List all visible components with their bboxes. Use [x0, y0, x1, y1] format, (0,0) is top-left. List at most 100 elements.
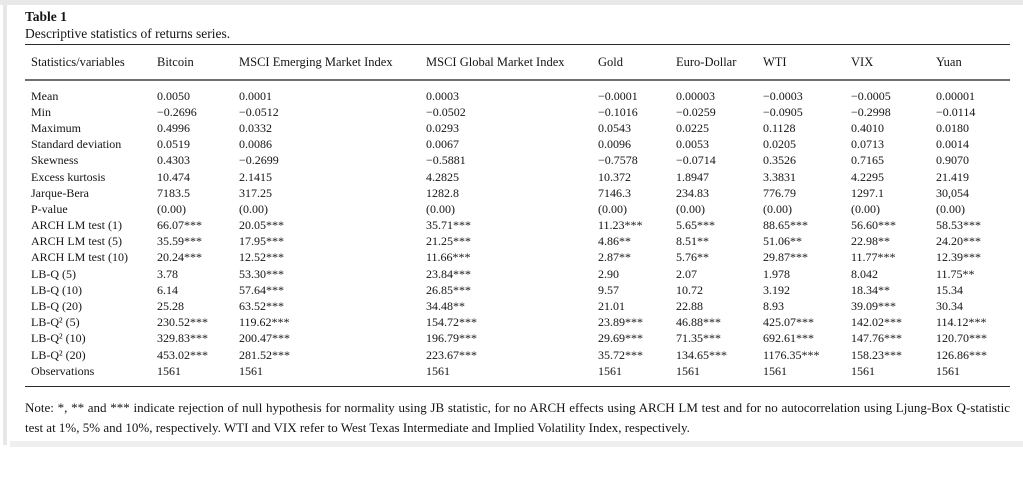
table-cell: 11.66***: [426, 250, 471, 265]
table-cell: 0.0096: [598, 137, 631, 152]
table-header-row: Statistics/variables Bitcoin MSCI Emergi…: [25, 44, 1010, 81]
table-cell: 20.24***: [157, 250, 202, 265]
table-cell: −0.2699: [239, 153, 279, 168]
table-cell: (0.00): [676, 201, 705, 216]
row-label: P-value: [31, 201, 68, 216]
table-cell: 281.52***: [239, 347, 290, 362]
table-cell: 1561: [763, 363, 851, 388]
table-cell: 317.25: [239, 185, 272, 200]
table-cell: 29.87***: [763, 250, 808, 265]
table-cell: 51.06**: [763, 234, 802, 249]
table-cell: 142.02***: [851, 315, 902, 330]
table-cell: 35.71***: [426, 218, 471, 233]
table-row: Skewness 0.4303 −0.2699 −0.5881 −0.7578 −0.07…: [25, 153, 1010, 169]
row-label: LB-Q (10): [31, 282, 82, 297]
table-row: LB-Q (20) 25.28 63.52*** 34.48** 21.01 22.88 8…: [25, 298, 1010, 314]
table-cell: −0.0512: [239, 104, 279, 119]
table-cell: 35.72***: [598, 347, 643, 362]
table-cell: 23.89***: [598, 315, 643, 330]
table-cell: −0.0905: [763, 104, 803, 119]
table-cell: 1561: [598, 363, 676, 388]
table-cell: 158.23***: [851, 347, 902, 362]
table-cell: 0.0225: [676, 120, 709, 135]
table-cell: 9.57: [598, 282, 619, 297]
table-cell: 20.05***: [239, 218, 284, 233]
table-cell: 196.79***: [426, 331, 477, 346]
table-cell: 11.77***: [851, 250, 896, 265]
statistics-table: Statistics/variables Bitcoin MSCI Emergi…: [25, 44, 1010, 388]
column-header: MSCI Emerging Market Index: [239, 44, 426, 81]
row-label: LB-Q (20): [31, 299, 82, 314]
table-cell: −0.2998: [851, 104, 891, 119]
table-cell: 21.25***: [426, 234, 471, 249]
row-label: LB-Q (5): [31, 266, 76, 281]
table-cell: 8.93: [763, 299, 784, 314]
table-cell: 24.20***: [936, 234, 981, 249]
table-cell: 0.9070: [936, 153, 969, 168]
table-row: ARCH LM test (1) 66.07*** 20.05*** 35.71***…: [25, 218, 1010, 234]
table-cell: 223.67***: [426, 347, 477, 362]
table-cell: 1282.8: [426, 185, 459, 200]
table-cell: 119.62***: [239, 315, 290, 330]
page-left-edge: [3, 5, 7, 445]
table-cell: 53.30***: [239, 266, 284, 281]
table-row: LB-Q² (10) 329.83*** 200.47*** 196.79*** 29.…: [25, 331, 1010, 347]
table-footnote: Note: *, ** and *** indicate rejection o…: [25, 400, 1010, 435]
table-row: Maximum 0.4996 0.0332 0.0293 0.0543 0.0225 0.1…: [25, 120, 1010, 136]
table-cell: 2.90: [598, 266, 619, 281]
row-label: ARCH LM test (5): [31, 234, 122, 249]
column-header: Gold: [598, 44, 676, 81]
table-cell: 1176.35***: [763, 347, 820, 362]
table-cell: 22.88: [676, 299, 703, 314]
table-cell: 39.09***: [851, 299, 896, 314]
row-label: Mean: [31, 88, 59, 103]
table-cell: 1561: [157, 363, 239, 388]
table-cell: −0.2696: [157, 104, 197, 119]
table-cell: (0.00): [157, 201, 186, 216]
table-cell: (0.00): [239, 201, 268, 216]
table-cell: 5.76**: [676, 250, 709, 265]
table-cell: 0.0332: [239, 120, 272, 135]
table-cell: (0.00): [598, 201, 627, 216]
table-cell: 0.0003: [426, 88, 459, 103]
table-cell: 29.69***: [598, 331, 643, 346]
table-cell: 1561: [851, 363, 936, 388]
table-cell: 0.0180: [936, 120, 969, 135]
table-cell: 3.3831: [763, 169, 796, 184]
table-cell: 1.8947: [676, 169, 709, 184]
table-cell: 23.84***: [426, 266, 471, 281]
table-cell: 2.07: [676, 266, 697, 281]
table-cell: 0.3526: [763, 153, 796, 168]
table-cell: 1.978: [763, 266, 790, 281]
table-cell: 3.192: [763, 282, 790, 297]
table-cell: −0.5881: [426, 153, 466, 168]
table-cell: 692.61***: [763, 331, 814, 346]
table-cell: 0.7165: [851, 153, 884, 168]
table-cell: 21.01: [598, 299, 625, 314]
table-cell: 0.0293: [426, 120, 459, 135]
table-cell: 200.47***: [239, 331, 290, 346]
table-cell: 2.87**: [598, 250, 631, 265]
table-title: Table 1: [25, 9, 67, 24]
row-label: Standard deviation: [31, 137, 122, 152]
table-cell: 8.51**: [676, 234, 709, 249]
table-cell: −0.0259: [676, 104, 716, 119]
table-cell: 1561: [676, 363, 763, 388]
table-cell: 25.28: [157, 299, 184, 314]
table-cell: 30,054: [936, 185, 969, 200]
table-cell: −0.1016: [598, 104, 638, 119]
table-cell: 63.52***: [239, 299, 284, 314]
row-label: LB-Q² (5): [31, 315, 80, 330]
page-top-edge: [0, 0, 1023, 5]
table-cell: 0.00003: [676, 88, 715, 103]
table-row: LB-Q (10) 6.14 57.64*** 26.85*** 9.57 10.72 3.…: [25, 282, 1010, 298]
table-row: Excess kurtosis 10.474 2.1415 4.2825 10.372 1…: [25, 169, 1010, 185]
table-cell: 35.59***: [157, 234, 202, 249]
table-cell: 0.0001: [239, 88, 272, 103]
column-header: Statistics/variables: [25, 44, 157, 81]
table-cell: 3.78: [157, 266, 178, 281]
table-cell: 26.85***: [426, 282, 471, 297]
table-cell: 4.2295: [851, 169, 884, 184]
table-cell: 0.0067: [426, 137, 459, 152]
